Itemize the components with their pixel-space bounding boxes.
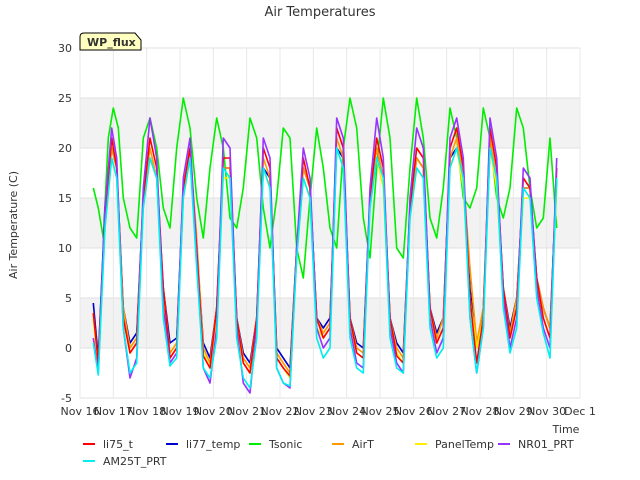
x-tick-label: Nov 17 xyxy=(94,405,133,418)
x-tick-label: Nov 26 xyxy=(394,405,433,418)
grid-lines xyxy=(79,47,581,399)
x-tick-label: Nov 28 xyxy=(461,405,500,418)
x-tick-label: Nov 27 xyxy=(427,405,466,418)
y-tick-label: 20 xyxy=(58,142,72,155)
x-axis-label: Time xyxy=(552,423,580,436)
x-tick-label: Nov 24 xyxy=(327,405,366,418)
annotation-tag xyxy=(79,32,142,51)
legend-label: li77_temp xyxy=(186,438,240,451)
y-tick-label: 30 xyxy=(58,42,72,55)
plot-background xyxy=(79,47,581,399)
y-tick-label: 10 xyxy=(58,242,72,255)
series-line-li75_t xyxy=(92,127,558,377)
x-tick-label: Nov 25 xyxy=(361,405,400,418)
series-line-Tsonic xyxy=(92,97,558,279)
legend-label: AM25T_PRT xyxy=(103,455,167,468)
legend-label: NR01_PRT xyxy=(518,438,574,451)
y-tick-label: 25 xyxy=(58,92,72,105)
x-tick-label: Nov 21 xyxy=(227,405,266,418)
x-tick-label: Dec 1 xyxy=(564,405,596,418)
plot-band xyxy=(80,98,580,148)
legend-label: AirT xyxy=(352,438,374,451)
annotation-label: WP_flux xyxy=(87,36,136,49)
legend-label: PanelTemp xyxy=(435,438,494,451)
chart-title: Air Temperatures xyxy=(264,5,375,20)
x-tick-label: Nov 18 xyxy=(127,405,166,418)
y-axis-ticks: -5 0 5 10 15 20 25 30 xyxy=(58,42,72,405)
series-lines xyxy=(92,97,558,394)
y-tick-label: -5 xyxy=(61,392,72,405)
x-tick-label: Nov 22 xyxy=(261,405,300,418)
y-tick-label: 5 xyxy=(65,292,72,305)
legend-label: li75_t xyxy=(103,438,134,451)
series-line-AM25T_PRT xyxy=(92,147,558,389)
legend-label: Tsonic xyxy=(268,438,302,451)
annotation-box: WP_flux xyxy=(79,32,142,51)
x-tick-label: Nov 19 xyxy=(161,405,200,418)
x-tick-label: Nov 29 xyxy=(494,405,533,418)
x-tick-label: Nov 16 xyxy=(61,405,100,418)
x-tick-label: Nov 20 xyxy=(194,405,233,418)
y-axis-label: Air Temperature (C) xyxy=(7,171,20,279)
legend: li75_t li77_temp Tsonic AirT PanelTemp NR01_P… xyxy=(83,438,574,468)
y-tick-label: 0 xyxy=(65,342,72,355)
y-tick-label: 15 xyxy=(58,192,72,205)
x-tick-label: Nov 23 xyxy=(294,405,333,418)
x-tick-label: Nov 30 xyxy=(527,405,566,418)
